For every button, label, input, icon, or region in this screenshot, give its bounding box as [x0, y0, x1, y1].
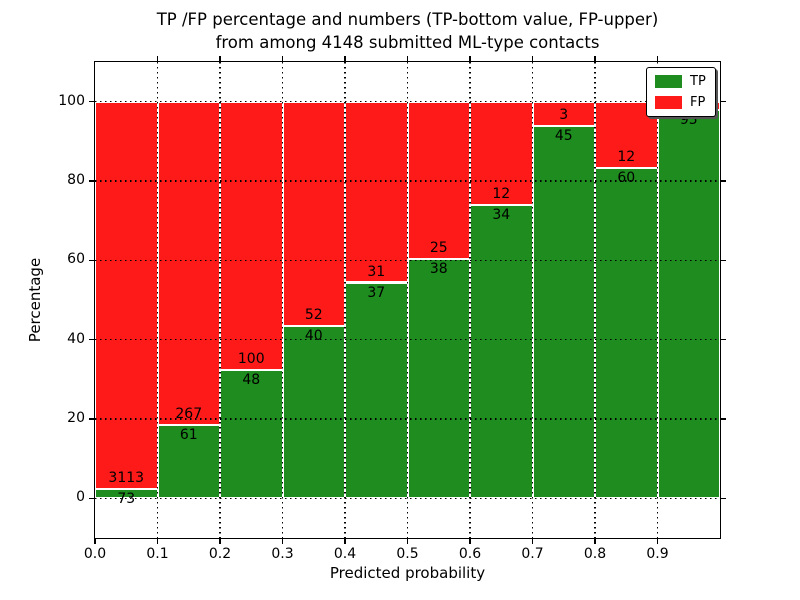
bar-segment-fp [407, 101, 470, 260]
bar-segment-tp [282, 325, 345, 499]
bar-segment-fp [470, 101, 533, 206]
x-tick-label: 0.1 [146, 546, 169, 562]
y-tick-mark [89, 100, 95, 103]
x-tick-label: 0.3 [271, 546, 294, 562]
bar-tp-count-label: 73 [117, 491, 136, 508]
bar-segment-tp [220, 369, 283, 499]
y-tick-mark-right [720, 418, 726, 420]
x-tick-label: 0.9 [646, 546, 669, 562]
bar-segment-tp [470, 205, 533, 499]
legend-tp-swatch-icon [655, 75, 682, 88]
x-tick-mark-top [406, 56, 409, 62]
y-tick-mark-right [720, 100, 726, 103]
y-tick-mark-right [720, 497, 726, 500]
x-tick-label: 0.7 [521, 546, 544, 562]
bar-fp-count-label: 12 [492, 186, 511, 203]
y-tick-label: 0 [76, 489, 85, 506]
y-tick-mark-right [720, 338, 726, 341]
bar-tp-count-label: 34 [492, 207, 511, 224]
x-tick-mark-top [219, 56, 221, 62]
y-tick-mark-right [720, 259, 726, 262]
legend-fp-swatch-icon [655, 96, 682, 109]
chart-title-line1: TP /FP percentage and numbers (TP-bottom… [156, 10, 659, 29]
x-tick-mark [94, 538, 96, 544]
x-tick-mark [219, 538, 221, 544]
bar-segment-tp [157, 424, 220, 499]
bar-segment-tp [595, 167, 658, 499]
chart-title: TP /FP percentage and numbers (TP-bottom… [95, 8, 720, 55]
x-tick-mark-top [469, 56, 471, 62]
x-tick-mark-top [531, 56, 534, 62]
bar-segment-fp [95, 101, 158, 490]
bar-fp-count-label: 52 [304, 306, 323, 323]
bar-tp-count-label: 40 [304, 327, 323, 344]
bar-segment-fp [282, 101, 345, 326]
x-tick-label: 0.4 [333, 546, 357, 562]
x-tick-mark [594, 538, 596, 544]
x-tick-mark-top [344, 56, 346, 62]
x-tick-mark [531, 538, 534, 544]
y-axis-label: Percentage [26, 257, 44, 343]
y-tick-mark-right [720, 180, 726, 182]
bar-tp-count-label: 60 [617, 169, 636, 186]
y-tick-mark [89, 180, 95, 182]
bar-tp-count-label: 61 [179, 426, 198, 443]
legend-item-fp: FP [655, 95, 706, 110]
bar-tp-count-label: 37 [367, 284, 386, 301]
legend-tp-label: TP [690, 74, 706, 89]
bar-segment-fp [220, 101, 283, 370]
y-tick-mark [89, 497, 95, 500]
bar-tp-count-label: 45 [554, 128, 573, 145]
bar-segment-fp [157, 101, 220, 425]
bar-segment-fp [345, 101, 408, 283]
bar-fp-count-label: 267 [175, 405, 203, 422]
y-tick-label: 100 [58, 92, 85, 109]
chart-title-line2: from among 4148 submitted ML-type contac… [215, 33, 600, 53]
legend-item-tp: TP [655, 74, 706, 89]
y-tick-mark [89, 418, 95, 420]
bar-fp-count-label: 31 [367, 263, 386, 280]
x-axis-label: Predicted probability [329, 564, 486, 582]
x-tick-label: 0.2 [208, 546, 232, 562]
x-tick-mark-top [156, 56, 159, 62]
bar-fp-count-label: 3 [559, 107, 569, 124]
y-tick-mark [89, 259, 95, 262]
y-tick-label: 20 [67, 410, 85, 426]
x-tick-mark [469, 538, 471, 544]
bar-segment-tp [407, 259, 470, 499]
bar-tp-count-label: 48 [242, 371, 261, 388]
x-tick-label: 0.8 [583, 546, 607, 562]
bar-tp-count-label: 38 [429, 261, 448, 278]
x-tick-mark [406, 538, 409, 544]
legend: TP FP [646, 67, 716, 117]
x-tick-mark-top [594, 56, 596, 62]
bar-fp-count-label: 25 [429, 240, 448, 257]
x-tick-mark [656, 538, 659, 544]
bar-segment-tp [657, 109, 720, 499]
legend-fp-label: FP [690, 95, 706, 110]
bar-segment-tp [532, 126, 595, 499]
x-tick-label: 0.5 [396, 546, 419, 562]
y-tick-mark [89, 338, 95, 341]
bar-fp-count-label: 12 [617, 148, 636, 165]
y-tick-label: 80 [67, 172, 85, 188]
bar-fp-count-label: 3113 [108, 470, 145, 487]
y-tick-label: 40 [67, 330, 85, 347]
y-tick-label: 60 [67, 251, 85, 268]
x-tick-mark-top [281, 56, 284, 62]
x-tick-label: 0.0 [83, 546, 107, 562]
bar-fp-count-label: 100 [237, 350, 265, 367]
x-tick-mark [156, 538, 159, 544]
x-tick-mark [344, 538, 346, 544]
x-tick-mark [281, 538, 284, 544]
bar-segment-tp [345, 282, 408, 499]
x-tick-label: 0.6 [458, 546, 482, 562]
x-tick-mark-top [656, 56, 659, 62]
